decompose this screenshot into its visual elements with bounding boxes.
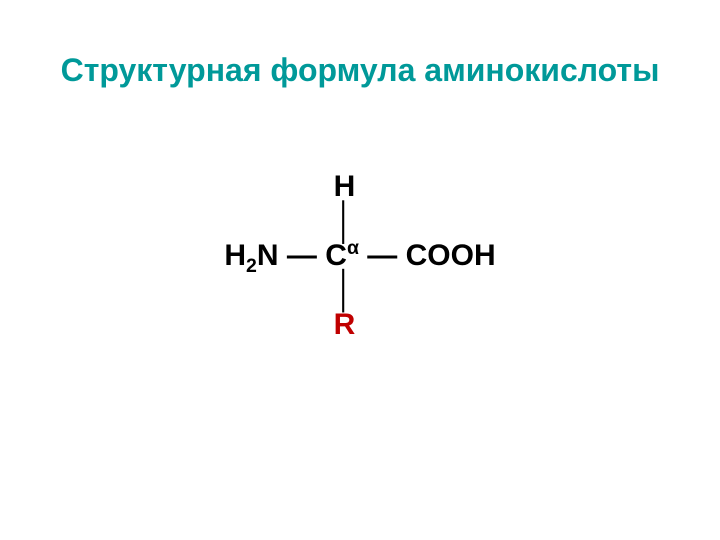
subscript-2: 2 — [246, 255, 257, 277]
formula-row-h: H — [0, 170, 720, 205]
bond-vertical-bottom: │ — [335, 270, 385, 311]
bond-vertical-top: │ — [335, 201, 385, 242]
atom-h: H — [224, 239, 246, 272]
amino-acid-formula: H │ H2N ― Сα ― COOH │ R — [0, 170, 720, 343]
formula-row-r: R — [0, 308, 720, 343]
atom-c: С — [325, 239, 347, 272]
slide-title: Структурная формула аминокислоты — [0, 52, 720, 89]
formula-row-bond-top: │ — [0, 205, 720, 240]
formula-row-bond-bottom: │ — [0, 274, 720, 309]
slide: Структурная формула аминокислоты H │ H2N… — [0, 0, 720, 540]
group-h2n: H2N — [224, 239, 287, 272]
atom-r: R — [334, 308, 387, 341]
atom-c-alpha: Сα — [325, 239, 367, 272]
atom-n: N — [257, 239, 279, 272]
formula-row-main: H2N ― Сα ― COOH — [0, 239, 720, 274]
bond-left: ― — [287, 239, 317, 272]
group-cooh: COOH — [406, 239, 496, 272]
bond-right: ― — [367, 239, 397, 272]
atom-h-top: H — [334, 170, 387, 203]
